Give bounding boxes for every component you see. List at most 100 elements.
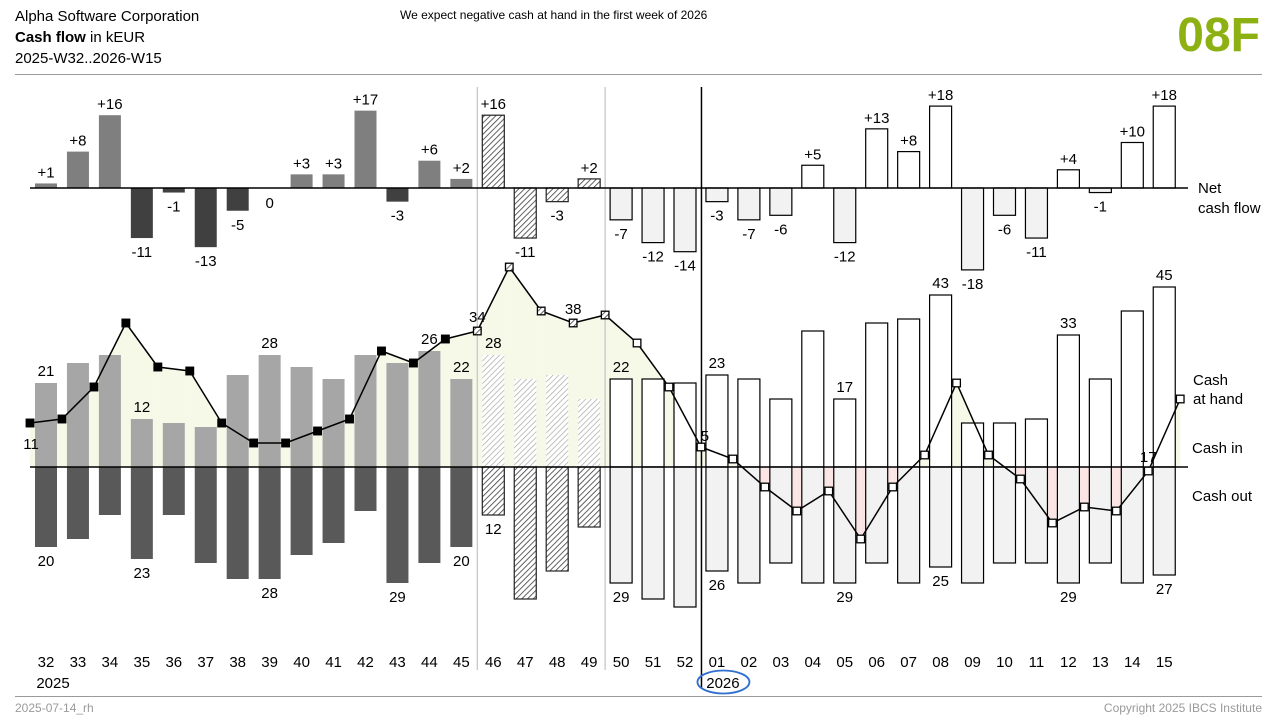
- net-cash-flow-label: -11: [132, 244, 153, 261]
- cash-at-hand-point: [1143, 466, 1153, 476]
- cash-out-bar: [322, 467, 345, 543]
- cash-out-label: 28: [261, 585, 278, 602]
- net-cash-flow-label: +8: [900, 133, 917, 150]
- cash-at-hand-point: [888, 482, 898, 492]
- net-cash-flow-label: -3: [710, 208, 723, 225]
- cash-out-bar: [801, 466, 825, 584]
- page-id: 08F: [1177, 9, 1260, 62]
- cash-at-hand-point: [1111, 506, 1121, 516]
- net-cash-flow-label: +18: [1152, 87, 1177, 104]
- week-label: 01: [709, 654, 726, 671]
- cash-at-hand-point: [696, 442, 706, 452]
- cash-in-bar: [322, 379, 345, 467]
- cash-out-label: 26: [709, 577, 726, 594]
- cash-at-hand-point: [664, 382, 674, 392]
- legend-net-cash-flow: cash flow: [1198, 200, 1261, 217]
- week-label: 44: [421, 654, 438, 671]
- cash-out-bar: [162, 467, 185, 515]
- net-cash-flow-bar: [481, 114, 505, 189]
- net-cash-flow-label: -13: [195, 253, 217, 270]
- cash-out-bar: [705, 466, 729, 572]
- report-title-measure: Cash flow: [15, 29, 86, 46]
- header-divider: [15, 74, 1262, 75]
- cash-at-hand-point: [984, 450, 993, 460]
- net-cash-flow-bar: [992, 187, 1017, 216]
- net-cash-flow-bar: [194, 188, 217, 248]
- cash-in-bar: [769, 398, 793, 468]
- net-cash-flow-bar: [960, 187, 985, 271]
- cash-out-bar: [35, 467, 57, 547]
- cash-out-label: 29: [1060, 589, 1077, 606]
- net-cash-flow-bar: [769, 187, 793, 216]
- net-cash-flow-label: -18: [962, 276, 984, 293]
- cash-out-bar: [897, 466, 921, 584]
- week-label: 09: [964, 654, 981, 671]
- net-cash-flow-bar: [386, 188, 409, 202]
- cash-out-bar: [545, 466, 569, 572]
- net-cash-flow-bar: [545, 187, 569, 203]
- cash-out-bar: [673, 466, 697, 608]
- net-cash-flow-bar: [98, 115, 121, 188]
- net-cash-flow-bar: [450, 178, 473, 188]
- week-label: 37: [197, 654, 214, 671]
- net-cash-flow-label: -6: [774, 221, 787, 238]
- cash-at-hand-point: [153, 362, 163, 372]
- cash-out-label: 20: [38, 553, 55, 570]
- cash-at-hand-point: [824, 486, 834, 496]
- net-cash-flow-bar: [928, 105, 953, 189]
- net-cash-flow-label: -12: [642, 249, 664, 266]
- year-highlight-circle: [696, 669, 751, 695]
- cash-out-bar: [769, 466, 793, 564]
- cash-in-bar: [98, 355, 121, 467]
- cash-at-hand-point: [1047, 518, 1057, 528]
- cash-at-hand-point: [377, 346, 386, 356]
- net-cash-flow-bar: [737, 187, 761, 221]
- net-cash-flow-label: +18: [928, 87, 953, 104]
- cash-at-hand-point: [345, 414, 354, 424]
- week-label: 32: [38, 654, 55, 671]
- cash-in-bar: [960, 422, 985, 468]
- week-label: 03: [773, 654, 790, 671]
- cash-in-label: 22: [613, 359, 630, 376]
- net-cash-flow-label: -14: [674, 258, 696, 275]
- cash-out-bar: [418, 467, 441, 563]
- week-label: 05: [836, 654, 853, 671]
- cash-out-bar: [865, 466, 889, 564]
- net-cash-flow-label: -6: [998, 221, 1011, 238]
- week-label: 50: [613, 654, 630, 671]
- net-cash-flow-bar: [290, 174, 313, 188]
- legend-cash-in: Cash in: [1192, 440, 1243, 457]
- cash-at-hand-point: [281, 438, 291, 448]
- net-cash-flow-bar: [226, 188, 249, 211]
- net-cash-flow-bar: [1024, 187, 1049, 239]
- cash-at-hand-label: 17: [1140, 449, 1157, 466]
- net-cash-flow-label: +2: [581, 160, 598, 177]
- cash-out-bar: [481, 466, 505, 516]
- cash-in-bar: [226, 375, 249, 467]
- cash-in-bar: [514, 379, 537, 467]
- cash-out-bar: [577, 466, 601, 528]
- legend-cash-at-hand: at hand: [1193, 391, 1243, 408]
- net-cash-flow-label: -3: [391, 208, 404, 225]
- cash-in-bar: [673, 382, 697, 468]
- cash-at-hand-point: [89, 382, 99, 392]
- cash-out-bar: [194, 467, 217, 563]
- cash-in-label: 28: [261, 335, 278, 352]
- cash-at-hand-point: [568, 318, 578, 328]
- cash-in-label: 22: [453, 359, 470, 376]
- week-label: 48: [549, 654, 566, 671]
- cash-in-label: 33: [1060, 315, 1077, 332]
- cash-out-bar: [737, 466, 761, 584]
- cash-at-hand-point: [632, 338, 642, 348]
- cash-at-hand-point: [57, 414, 67, 424]
- week-label: 11: [1029, 654, 1045, 671]
- cash-in-bar: [450, 379, 473, 467]
- net-cash-flow-label: -11: [1026, 244, 1047, 261]
- cash-in-bar: [578, 399, 601, 467]
- cash-at-hand-label: 11: [23, 436, 39, 453]
- cash-in-label: 28: [485, 335, 502, 352]
- week-label: 39: [261, 654, 278, 671]
- footer-version: 2025-07-14_rh: [15, 701, 94, 715]
- net-cash-flow-bar: [1056, 169, 1081, 189]
- cash-at-hand-point: [1079, 502, 1089, 512]
